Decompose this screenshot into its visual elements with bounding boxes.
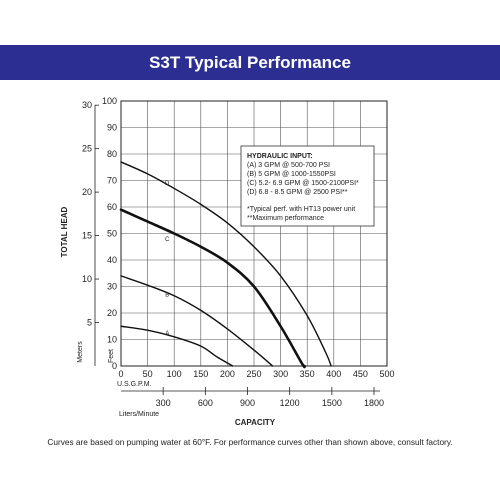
legend: HYDRAULIC INPUT: (A) 3 GPM @ 500-700 PSI…: [240, 145, 375, 227]
y-tick-label: 80: [107, 149, 117, 159]
curve-d: [120, 161, 332, 367]
footnote: Curves are based on pumping water at 60°…: [47, 437, 453, 447]
curve-c: [119, 208, 306, 369]
series-group: A B C D: [119, 161, 332, 369]
x-secondary-tick-label: 900: [240, 398, 255, 408]
curve-label-c: C: [165, 237, 170, 243]
y-unit-meters: Meters: [77, 341, 84, 363]
y-tick-label: 10: [107, 335, 117, 345]
curve-a: [120, 325, 234, 367]
y-unit-feet: Feet: [108, 349, 115, 363]
y-tick-label: 70: [107, 176, 117, 186]
y-tick-label: 40: [107, 255, 117, 265]
x-tick-label: 150: [193, 369, 208, 379]
y-secondary-tick-label: 30: [82, 100, 92, 110]
x-tick-label: 200: [220, 369, 235, 379]
x-tick-label: 450: [353, 369, 368, 379]
y-secondary-tick-label: 5: [87, 318, 92, 328]
curve-b: [120, 275, 274, 367]
y-axis-title: TOTAL HEAD: [60, 206, 69, 257]
x-axis-title: CAPACITY: [235, 418, 276, 427]
x-tick-label: 250: [246, 369, 261, 379]
legend-note-maximum: **Maximum performance: [247, 215, 324, 222]
y-tick-label: 60: [107, 202, 117, 212]
curve-label-d: D: [165, 181, 170, 187]
x-tick-label: 500: [379, 369, 394, 379]
x-tick-label: 50: [143, 369, 153, 379]
x-tick-label: 400: [326, 369, 341, 379]
plot-border: [120, 100, 388, 367]
legend-box: [240, 145, 375, 227]
y-secondary-tick-label: 10: [82, 274, 92, 284]
x-secondary-tick-label: 1200: [280, 398, 300, 408]
x-secondary-tick-label: 600: [198, 398, 213, 408]
y-tick-label: 0: [112, 361, 117, 371]
legend-note-typical: *Typical perf. with HT13 power unit: [247, 206, 355, 213]
legend-line-c: (C) 5.2- 6.9 GPM @ 1500-2100PSI*: [247, 180, 359, 187]
chart-title: S3T Typical Performance: [149, 53, 351, 72]
grid: [120, 100, 388, 367]
x-tick-label: 0: [118, 369, 123, 379]
x-secondary-tick-label: 300: [156, 398, 171, 408]
x-tick-label: 350: [300, 369, 315, 379]
y-secondary-tick-label: 20: [82, 187, 92, 197]
curve-label-a: A: [165, 331, 169, 337]
x-unit-gpm: U.S.G.P.M.: [117, 381, 152, 388]
x-tick-label: 100: [167, 369, 182, 379]
y-secondary-tick-label: 25: [82, 144, 92, 154]
y-tick-label: 30: [107, 282, 117, 292]
y-tick-label: 20: [107, 308, 117, 318]
y-secondary-tick-label: 15: [82, 231, 92, 241]
y-tick-label: 100: [102, 96, 117, 106]
axes: 0 10 20 30 40 50 60 70 80 90 100 0 50 100 150 200 250 300…: [82, 96, 395, 408]
x-tick-label: 300: [273, 369, 288, 379]
x-secondary-tick-label: 1500: [322, 398, 342, 408]
curve-label-b: B: [165, 292, 169, 298]
y-tick-label: 90: [107, 123, 117, 133]
chart-title-banner: S3T Typical Performance: [0, 45, 500, 80]
y-tick-label: 50: [107, 229, 117, 239]
legend-line-a: (A) 3 GPM @ 500-700 PSI: [247, 162, 330, 169]
x-secondary-tick-label: 1800: [364, 398, 384, 408]
x-unit-lpm: Liters/Minute: [119, 411, 159, 418]
legend-line-d: (D) 6.8 - 8.5 GPM @ 2500 PSI**: [247, 189, 348, 196]
legend-title: HYDRAULIC INPUT:: [247, 153, 313, 160]
legend-line-b: (B) 5 GPM @ 1000-1550PSI: [247, 171, 336, 178]
